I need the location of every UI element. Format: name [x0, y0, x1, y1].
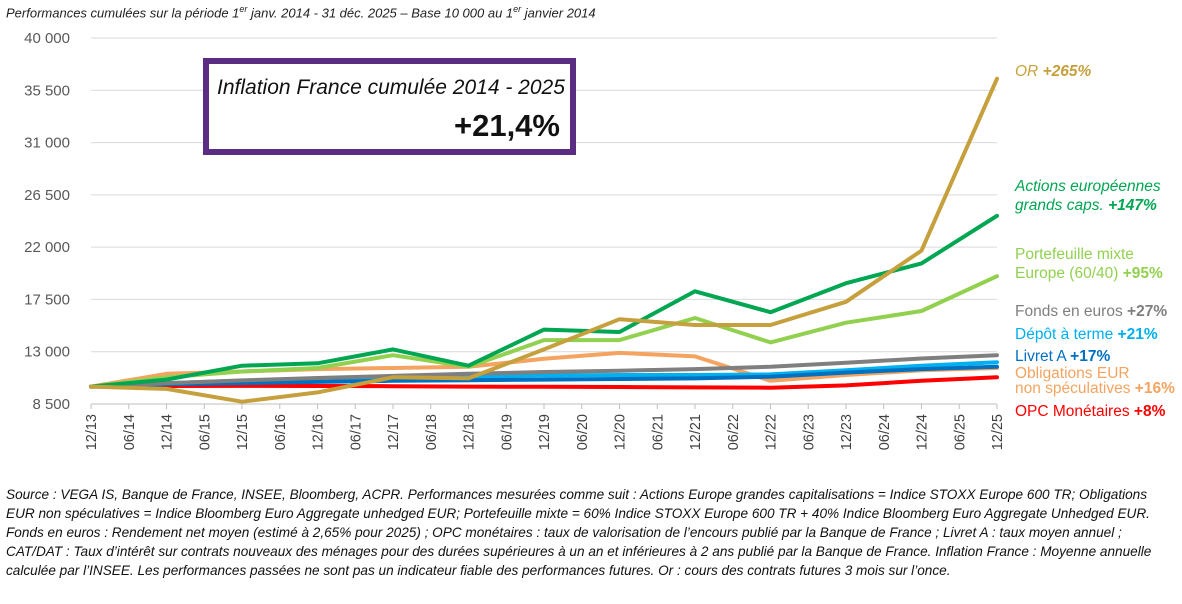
y-tick-label: 31 000	[24, 135, 70, 152]
header-sup-1: er	[239, 4, 248, 14]
y-tick-label: 26 500	[24, 187, 70, 204]
series-label-value: +21%	[1117, 326, 1158, 343]
x-tick-label: 12/13	[84, 414, 100, 450]
source-footnote: Source : VEGA IS, Banque de France, INSE…	[6, 487, 1152, 578]
series-label-livret: Livret A +17%	[1015, 347, 1110, 366]
y-axis-ticks: 8 500 13 000 17 500 22 000 26 500 31 000 35 50…	[24, 30, 70, 413]
x-tick-label: 12/19	[537, 414, 553, 450]
x-tick-label: 06/24	[877, 414, 893, 450]
x-tick-label: 12/17	[386, 414, 402, 450]
series-lines	[89, 76, 999, 404]
x-tick-label: 06/25	[952, 414, 968, 450]
x-tick-label: 12/22	[764, 414, 780, 450]
x-tick-label: 06/14	[122, 414, 138, 450]
series-label-value: +147%	[1108, 197, 1157, 214]
series-label-depot: Dépôt à terme +21%	[1015, 325, 1158, 344]
x-tick-label: 06/19	[499, 414, 515, 450]
inflation-title: Inflation France cumulée 2014 - 2025	[217, 76, 565, 99]
header-text-3: janvier 2014	[521, 5, 596, 21]
series-label-oblig: Obligations EUR non spéculatives +16%	[1015, 365, 1175, 397]
inflation-callout: Inflation France cumulée 2014 - 2025 +21…	[203, 58, 576, 155]
series-label-value: +265%	[1042, 63, 1092, 80]
series-line-livret	[89, 364, 999, 389]
x-tick-label: 12/24	[915, 414, 931, 450]
series-label-actions: Actions européennes grands caps. +147%	[1015, 177, 1161, 215]
header-text-1: Performances cumulées sur la période 1	[6, 5, 240, 21]
x-tick-label: 06/18	[424, 414, 440, 450]
x-tick-label: 12/25	[990, 414, 1006, 450]
y-tick-label: 8 500	[32, 396, 70, 413]
x-tick-label: 12/18	[462, 414, 478, 450]
x-tick-label: 06/23	[801, 414, 817, 450]
x-tick-label: 06/16	[273, 414, 289, 450]
series-label-fonds: Fonds en euros +27%	[1015, 302, 1167, 321]
series-label-text: grands caps.	[1015, 197, 1104, 214]
series-label-text: Fonds en euros	[1015, 303, 1123, 320]
x-tick-label: 06/20	[575, 414, 591, 450]
series-label-mixte: Portefeuille mixte Europe (60/40) +95%	[1015, 245, 1163, 283]
x-tick-label: 12/23	[839, 414, 855, 450]
series-label-text: Livret A	[1015, 348, 1066, 365]
series-label-text: Actions européennes	[1015, 178, 1161, 195]
y-tick-label: 22 000	[24, 239, 70, 256]
x-tick-label: 06/21	[650, 414, 666, 450]
x-tick-label: 12/14	[160, 414, 176, 450]
series-label-value: +95%	[1122, 265, 1163, 282]
x-axis: 12/13 06/14 12/14 06/15 12/15 06/16 12/16 06/17…	[84, 403, 1006, 450]
series-label-text: OR	[1015, 63, 1039, 80]
series-label-or: OR +265%	[1015, 62, 1091, 81]
chart-header: Performances cumulées sur la période 1er…	[6, 4, 596, 20]
series-label-value: +8%	[1133, 403, 1166, 420]
x-tick-label: 12/16	[311, 414, 327, 450]
x-tick-label: 06/17	[348, 414, 364, 450]
header-sup-2: er	[513, 4, 522, 14]
y-tick-label: 35 500	[24, 82, 70, 99]
y-tick-label: 40 000	[24, 30, 70, 47]
series-line-fonds	[89, 353, 999, 389]
performance-line-chart: 8 500 13 000 17 500 22 000 26 500 31 000 35 50…	[24, 30, 1006, 450]
header-text-2: janv. 2014 - 31 déc. 2025 – Base 10 000 …	[247, 5, 514, 21]
series-label-text: non spéculatives	[1015, 380, 1131, 397]
x-tick-label: 06/15	[197, 414, 213, 450]
x-tick-label: 12/15	[235, 414, 251, 450]
series-line-actions	[89, 213, 999, 389]
series-line-opc	[89, 375, 999, 390]
inflation-value: +21,4%	[453, 108, 560, 143]
series-line-mixte	[89, 274, 999, 389]
x-tick-label: 12/20	[613, 414, 629, 450]
series-label-text: Obligations EUR	[1015, 365, 1130, 382]
series-label-text: Portefeuille mixte	[1015, 246, 1134, 263]
series-label-opc: OPC Monétaires +8%	[1015, 402, 1165, 421]
series-label-text: Dépôt à terme	[1015, 326, 1114, 343]
series-line-or	[89, 76, 999, 404]
x-tick-label: 12/21	[688, 414, 704, 450]
y-tick-label: 17 500	[24, 291, 70, 308]
y-tick-label: 13 000	[24, 344, 70, 361]
series-label-value: +16%	[1134, 380, 1175, 397]
series-label-text: OPC Monétaires	[1015, 403, 1130, 420]
series-label-value: +27%	[1127, 303, 1168, 320]
x-tick-label: 06/22	[726, 414, 742, 450]
series-label-value: +17%	[1070, 348, 1111, 365]
series-label-text: Europe (60/40)	[1015, 265, 1119, 282]
